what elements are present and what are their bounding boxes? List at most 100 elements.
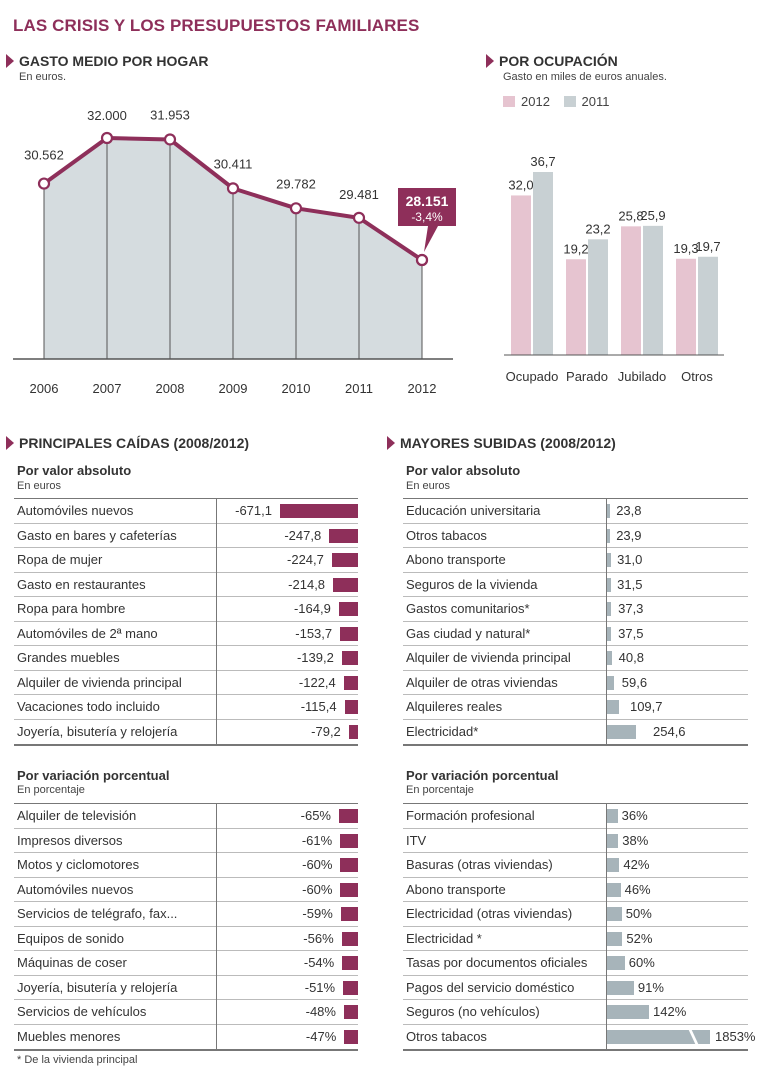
row-label: Seguros (no vehículos) [406,1004,540,1019]
data-point [289,202,303,215]
row-value: 38% [622,832,649,848]
row-value: -247,8 [284,527,322,543]
row-bar [341,651,358,665]
x-tick-label: 2011 [345,381,373,396]
caidas-heading-text: PRINCIPALES CAÍDAS (2008/2012) [19,435,250,451]
row-label: Electricidad * [406,930,482,946]
x-tick-label: Jubilado [618,369,666,384]
subidas-pct-unit: En porcentaje [406,784,474,796]
table-row: Ropa de mujer -224,7 [14,548,358,573]
row-label: Seguros de la vivienda [406,576,538,592]
row-value: 254,6 [653,723,686,739]
row-value: -214,8 [288,576,326,592]
row-bar [607,956,625,970]
data-point [352,211,366,224]
row-label: Alquiler de otras viviendas [406,674,558,690]
table-top-rule [403,803,748,804]
row-label: Servicios de telégrafo, fax... [17,906,178,921]
table-row: Alquileres reales 109,7 [403,695,748,720]
row-bar [333,577,358,592]
bar-2011 [588,239,608,355]
bar-2012 [676,258,696,355]
table-row: Seguros de la vivienda 31,5 [403,573,748,597]
table-row: Vacaciones todo incluido -115,4 [14,695,358,720]
section-marker-icon [6,54,14,68]
row-label: Joyería, bisutería y relojería [17,723,178,739]
table-row: Servicios de telégrafo, fax... -59% [14,902,358,927]
table-divider [606,803,607,1050]
row-label: Automóviles de 2ª mano [17,625,158,641]
row-label: Impresos diversos [17,832,123,848]
row-value: -122,4 [298,674,336,690]
table-row: Automóviles nuevos -671,1 [14,499,358,524]
row-bar [338,602,358,616]
row-value: 142% [653,1004,687,1019]
row-value: 23,8 [616,503,642,518]
row-value: 42% [623,857,650,872]
table-row: Basuras (otras viviendas) 42% [403,853,748,878]
row-value: 60% [628,955,655,970]
bar-value-label: 23,2 [585,221,610,236]
row-label: Gasto en restaurantes [17,576,146,592]
legend-swatch-2012 [503,96,515,107]
table-divider [606,498,607,745]
row-label: Vacaciones todo incluido [17,699,160,714]
row-value: -115,4 [300,699,337,714]
axis-break-icon [687,1027,700,1046]
row-label: Electricidad* [406,723,479,739]
bar-value-label: 25,8 [618,208,643,223]
row-bar [280,504,358,518]
row-label: Alquiler de vivienda principal [406,650,571,665]
x-tick-label: 2012 [408,381,437,396]
bar-value-label: 32,0 [508,177,533,192]
row-bar [343,1005,358,1019]
row-value: 50% [625,906,652,921]
row-value: -164,9 [293,601,331,616]
row-label: Ropa para hombre [17,601,126,616]
row-label: Tasas por documentos oficiales [406,955,588,970]
row-value: 31,5 [617,576,643,592]
data-point [100,131,114,145]
callout-value: 28.151 [406,193,449,209]
row-label: ITV [406,832,427,848]
row-bar [607,858,620,872]
table-row: Abono transporte 31,0 [403,548,748,573]
table-top-rule [14,498,358,499]
row-bar [607,1005,649,1019]
row-value: -51% [304,979,336,995]
row-value: -224,7 [287,552,324,567]
row-value: 46% [624,881,651,897]
row-value: 109,7 [629,699,663,714]
table-bottom-rule [14,744,358,746]
table-divider [216,498,217,745]
table-bottom-rule [14,1049,358,1051]
row-label: Máquinas de coser [17,955,127,970]
callout-change: -3,4% [411,210,443,224]
subidas-heading: MAYORES SUBIDAS (2008/2012) [387,435,616,451]
row-bar [607,931,623,946]
x-tick-label: 2010 [282,381,311,396]
row-bar [607,528,610,543]
data-label: 29.481 [339,187,379,202]
legend-item-2012: 2012 [503,94,550,109]
row-value: -59% [302,906,333,921]
row-label: Educación universitaria [406,503,541,518]
row-label: Abono transporte [406,881,506,897]
row-bar [343,675,358,690]
row-value: -139,2 [296,650,334,665]
table-row: Automóviles nuevos -60% [14,878,358,902]
row-bar [607,907,622,921]
subidas-pct-table: Formación profesional 36% ITV 38% Basuras (o… [403,803,755,1051]
section-marker-icon [387,436,395,450]
legend-label-2012: 2012 [521,94,550,109]
table-row: Impresos diversos -61% [14,829,358,853]
section-marker-icon [6,436,14,450]
row-bar [340,626,358,641]
row-label: Pagos del servicio doméstico [406,979,575,995]
bar-value-label: 25,9 [640,208,665,223]
row-bar [344,700,358,714]
row-bar [340,882,358,897]
table-row: Electricidad* 254,6 [403,720,748,745]
main-title: LAS CRISIS Y LOS PRESUPUESTOS FAMILIARES [13,16,420,35]
bar-2012 [511,195,531,355]
